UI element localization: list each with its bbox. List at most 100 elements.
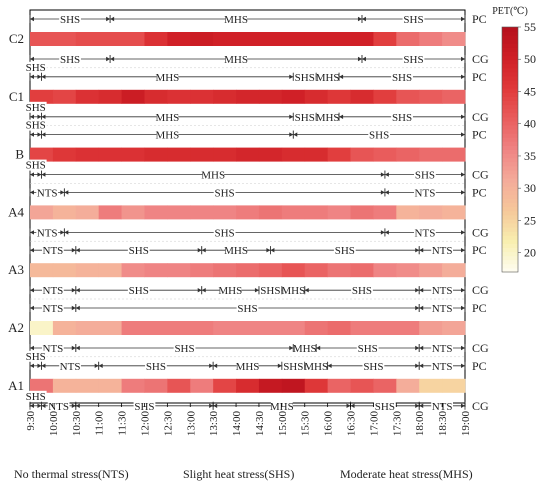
segment-label-bg [156,70,179,83]
stress-segment-cg-1: MHS [41,110,294,124]
colorbar-band [502,169,518,175]
heat-cell [373,378,397,393]
x-tick-label: 12:00 [139,411,151,437]
segment-arrow-start [41,114,46,120]
heat-cell [419,147,443,162]
heat-cell [396,89,420,104]
segment-label: SHS [403,14,423,26]
segment-label-bg [305,359,328,372]
segment-arrow-start [30,172,34,177]
heat-cell [52,205,77,220]
stress-segment-cg-2: SHS [384,168,466,182]
colorbar-tick-label: 30 [524,181,536,195]
heat-cell [281,147,306,162]
x-tick-label: 17:30 [391,411,403,437]
heat-cell [442,205,466,220]
segment-label-bg [373,399,396,412]
heat-cell [98,89,122,104]
stress-segment-pc-2: MHS [201,244,271,257]
segment-label: SHS [215,187,235,199]
heat-cell [98,321,122,335]
heat-cell [442,32,466,46]
segment-label-bg [293,342,316,354]
row-C2: C2 SHS MHS SHS SHS MHS SHS PC CG [9,12,489,69]
pc-label: PC [472,128,487,142]
segment-label: SHS [358,343,378,355]
segment-arrow-start [316,345,321,351]
stress-segment-pc-1: MHS [109,13,363,26]
heat-cell [121,378,145,393]
segment-arrow-start [75,288,80,293]
heat-cell [236,205,260,220]
segment-label-bg [236,359,259,372]
segment-arrow-end [254,288,259,293]
heat-cell [258,205,283,220]
segment-label: SHS [335,245,355,257]
segment-label-bg [402,13,425,25]
colorbar-band [502,35,518,40]
segment-label-bg [59,359,81,372]
stress-segment-cg-1: MHS [41,168,386,182]
stress-segment-cg-0: NTS [29,342,77,355]
colorbar-band [502,178,518,183]
stress-segment-cg-5: SHS [304,284,420,297]
segment-label-bg [362,359,385,372]
x-tick-label: 18:00 [414,411,426,437]
segment-label: MHS [218,285,242,297]
heat-cell [327,205,351,220]
x-tick-label: 19:00 [460,411,472,437]
heat-cell [144,321,168,335]
segment-label: SHS [392,72,412,84]
segment-arrow-end [209,363,214,368]
segment-label-bg [127,284,150,297]
colorbar-band [502,100,518,106]
x-tick-label: 10:00 [48,411,60,437]
heat-cell [30,32,54,46]
heat-cell [373,32,397,46]
segment-arrow-start [361,56,366,62]
heat-cell [258,32,283,46]
x-tick-label: 18:30 [437,411,449,437]
heat-cell [258,263,283,278]
segment-arrow-end [197,288,202,293]
stress-segment-cg-1: NTS [41,399,77,413]
colorbar-band [502,145,518,150]
segment-arrow-end [461,114,465,120]
x-tick-label: 11:00 [94,411,106,436]
pc-label: PC [472,359,487,373]
colorbar-band [502,59,518,65]
stress-segment-pc-2: SHS [292,70,317,84]
stress-segment-cg-1: SHS [75,342,294,355]
heat-cell [144,263,168,278]
heat-cell [419,205,443,220]
segment-arrow-start [110,16,115,22]
colorbar-band [502,141,518,146]
segment-label-bg [145,359,167,372]
stress-segment-pc-1: MHS [41,70,294,84]
segment-label-bg [36,186,59,199]
segment-label-bg [156,110,179,123]
segment-arrow-end [461,230,465,235]
segment-arrow-end [380,190,385,195]
segment-arrow-end [60,190,65,195]
segment-label-bg [293,110,316,123]
segment-arrow-start [75,403,80,408]
segment-label: SHS [352,285,372,297]
segment-label: SHS [415,170,435,182]
stress-segment-pc-2: SHS [361,13,466,26]
heat-cell [373,205,397,220]
colorbar-band [502,157,518,163]
segment-arrow-end [71,288,76,293]
heat-cell [442,263,466,278]
heat-cell [304,32,329,46]
segment-arrow-start [41,132,46,137]
segment-arrow-end [357,16,362,22]
segment-arrow-end [461,56,465,62]
heat-cell [396,147,420,162]
heat-cell [121,321,145,335]
cg-label: CG [472,399,489,413]
colorbar-band [502,259,518,265]
stress-segment-cg-0: NTS [29,284,77,297]
